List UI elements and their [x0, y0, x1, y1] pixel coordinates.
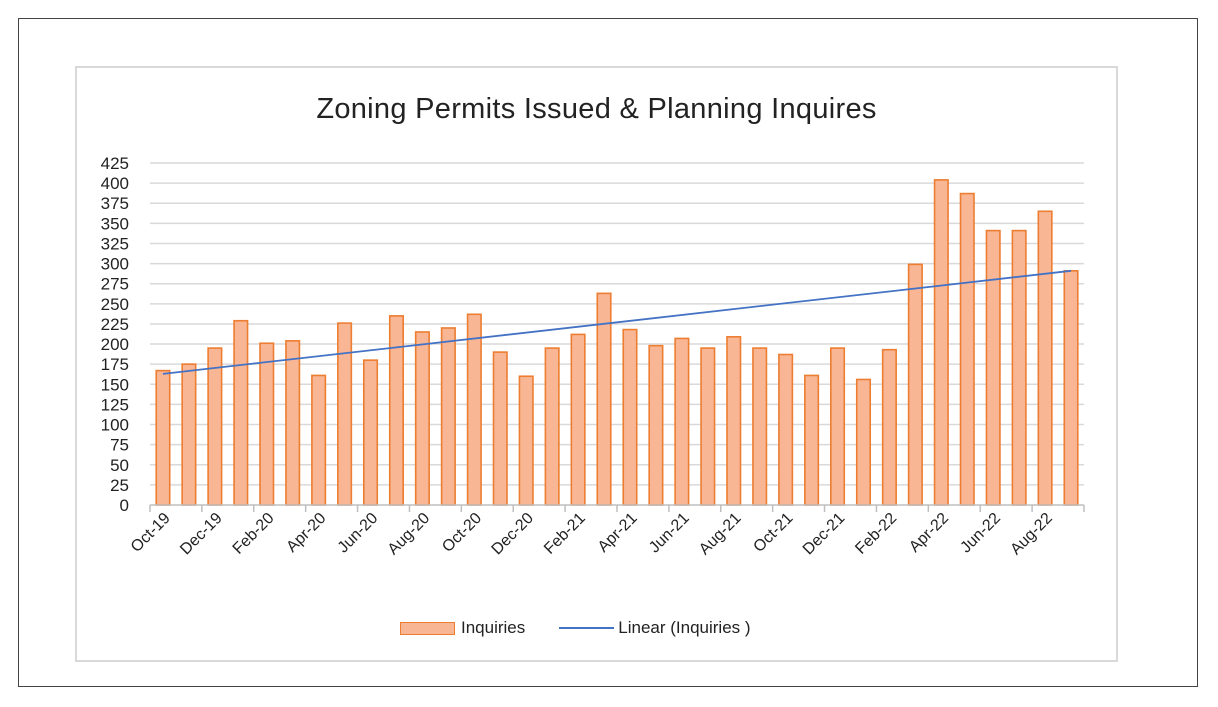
bar-may-21	[648, 344, 664, 506]
x-tick-label: Oct-19	[128, 510, 174, 556]
bar-feb-20	[259, 342, 275, 506]
x-tick-label: Dec-20	[489, 510, 538, 559]
y-tick-label: 125	[101, 395, 129, 414]
x-tick-label: Aug-21	[696, 510, 745, 559]
y-tick-label: 375	[101, 194, 129, 213]
legend-line-label: Linear (Inquiries )	[618, 618, 751, 637]
x-tick-label: Oct-21	[750, 510, 796, 556]
y-tick-label: 400	[101, 174, 129, 193]
bar-aug-20	[414, 331, 430, 506]
bar-dec-21	[829, 347, 846, 506]
x-tick-label: Jun-22	[957, 510, 1004, 557]
bar-oct-20	[466, 313, 482, 506]
y-tick-label: 175	[101, 355, 129, 374]
bar-dec-20	[518, 375, 534, 506]
outer-frame	[18, 18, 1198, 687]
y-tick-label: 250	[101, 295, 129, 314]
y-tick-label: 425	[101, 154, 129, 173]
x-tick-label: Apr-21	[595, 510, 641, 556]
bar-mar-22	[907, 263, 923, 506]
bar-sep-20	[440, 327, 456, 506]
x-tick-label: Apr-22	[906, 510, 952, 556]
x-tick-label: Apr-20	[283, 510, 329, 556]
legend-bar-label: Inquiries	[461, 618, 526, 637]
y-tick-label: 200	[101, 335, 129, 354]
y-tick-label: 100	[101, 416, 129, 435]
x-tick-label: Jun-21	[646, 510, 693, 557]
legend-line-swatch	[559, 627, 615, 629]
bar-jun-20	[362, 359, 379, 506]
x-tick-label: Feb-22	[852, 510, 900, 558]
bar-apr-20	[311, 374, 327, 506]
bar-feb-21	[570, 333, 586, 506]
bar-feb-22	[881, 348, 897, 506]
y-tick-label: 0	[120, 496, 129, 515]
legend: Inquiries Linear (Inquiries )	[400, 617, 751, 639]
x-tick-label: Feb-20	[230, 510, 278, 558]
bar-oct-21	[778, 353, 794, 506]
bar-jul-22	[1011, 229, 1027, 506]
y-tick-label: 325	[101, 234, 129, 253]
y-tick-label: 225	[101, 315, 129, 334]
bar-aug-21	[726, 336, 742, 506]
bar-sep-21	[752, 347, 768, 506]
bar-jan-21	[544, 347, 560, 506]
chart-title: Zoning Permits Issued & Planning Inquire…	[316, 93, 877, 125]
x-tick-label: Dec-21	[800, 510, 849, 559]
x-tick-label: Jun-20	[335, 510, 382, 557]
y-tick-label: 300	[101, 255, 129, 274]
bar-nov-21	[804, 374, 820, 506]
x-tick-label: Aug-20	[385, 510, 434, 559]
bar-may-22	[959, 192, 975, 506]
y-tick-label: 75	[110, 436, 129, 455]
x-tick-label: Feb-21	[541, 510, 589, 558]
bar-jan-22	[855, 378, 872, 506]
bar-dec-19	[207, 347, 223, 506]
bar-jul-20	[388, 315, 405, 506]
bar-apr-21	[622, 328, 638, 506]
bar-oct-19	[155, 369, 171, 506]
bar-mar-20	[285, 340, 301, 506]
bar-apr-22	[933, 179, 949, 506]
x-tick-label: Aug-22	[1007, 510, 1056, 559]
y-tick-label: 50	[110, 456, 129, 475]
bar-sep-22	[1063, 270, 1079, 506]
bar-jan-20	[233, 319, 249, 506]
bar-may-20	[337, 322, 353, 506]
bar-jul-21	[700, 347, 716, 506]
y-tick-label: 25	[110, 476, 129, 495]
bar-nov-19	[181, 363, 197, 506]
trendline-linear	[162, 269, 1072, 375]
bar-aug-22	[1037, 210, 1053, 506]
legend-bar-swatch	[400, 621, 455, 635]
y-tick-label: 150	[101, 375, 129, 394]
x-tick-label: Dec-19	[177, 510, 226, 559]
y-tick-label: 350	[101, 214, 129, 233]
x-tick-label: Oct-20	[439, 510, 485, 556]
bar-jun-21	[674, 337, 690, 506]
bar-jun-22	[985, 229, 1001, 506]
bar-nov-20	[492, 351, 508, 506]
y-tick-label: 275	[101, 275, 129, 294]
